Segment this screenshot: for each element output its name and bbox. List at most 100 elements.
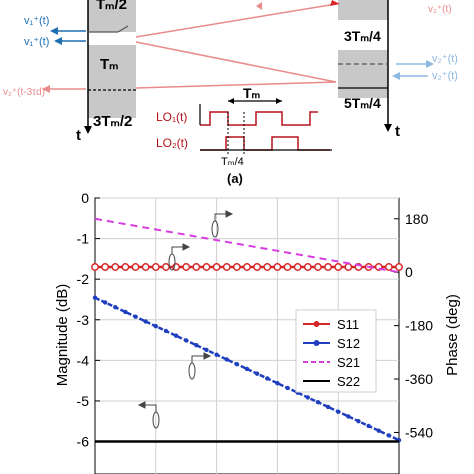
s12-point-22	[305, 395, 310, 400]
s12-point-16	[244, 366, 250, 372]
s12-point-15	[234, 361, 240, 367]
period-arrow-right	[276, 98, 282, 104]
s11-point-31	[395, 263, 403, 271]
s11-point-16	[243, 263, 251, 271]
legend-label-s12: S12	[337, 336, 360, 351]
s11-point-11	[192, 263, 201, 271]
s12-point-19	[275, 380, 280, 386]
label-3tm-half: 3Tₘ/2	[93, 113, 132, 130]
s11-point-30	[384, 263, 393, 271]
s12-point-18	[265, 376, 270, 381]
s11-point-17	[253, 263, 262, 271]
s-parameter-chart: 0 -1 -2 -3 -4 -5 -6 180 0 -180 -360 -540 Magnitude…	[54, 190, 461, 474]
s12-point-6	[143, 319, 148, 324]
s12-point-24	[325, 404, 331, 410]
s12-point-17	[254, 371, 260, 376]
s11-point-10	[182, 263, 191, 271]
s12-point-25	[336, 409, 341, 414]
panel-label: (a)	[227, 171, 243, 186]
timing-diagram: Tₘ/2 Tₘ 3Tₘ/2 t v₁⁺(t) v₁⁺(t) v₂⁺(t-3τd)…	[3, 0, 458, 186]
s11-point-22	[303, 263, 312, 271]
period-arrow-left	[228, 98, 234, 104]
s21-line	[94, 217, 400, 274]
s12-point-14	[224, 357, 229, 362]
s12-point-28	[366, 423, 371, 429]
s12-point-26	[346, 414, 351, 419]
signal-v2-delayed: v₂⁺(t-3τd)	[3, 87, 45, 98]
s11-point-18	[263, 263, 272, 271]
axis-indicator-s12	[188, 352, 212, 380]
s11-point-6	[141, 263, 150, 271]
s11-point-2	[101, 263, 110, 271]
legend-label-s22: S22	[337, 374, 360, 389]
arrow-v2-in-head	[392, 72, 400, 80]
axis-indicator-s11	[168, 243, 191, 271]
label-tm-half: Tₘ/2	[96, 0, 127, 13]
s12-point-7	[153, 324, 158, 329]
right-tick-label-1: 180	[405, 211, 429, 227]
s11-point-25	[334, 263, 343, 271]
period-label: Tₘ	[243, 85, 261, 101]
arrow-v2-out-head	[426, 60, 434, 68]
right-timeline-segment-2	[338, 50, 388, 98]
signal-v2-top: v₂⁺(t)	[428, 4, 452, 15]
lo1-label: LO₁(t)	[156, 110, 187, 124]
arrow-v1-out-head	[50, 27, 58, 35]
s12-point-20	[285, 385, 290, 391]
s12-point-10	[184, 338, 189, 343]
left-axis-label: Magnitude (dB)	[54, 284, 71, 387]
propagation-line-1	[135, 3, 337, 38]
s11-point-5	[131, 263, 140, 271]
legend-marker-s11	[313, 321, 320, 327]
right-timeline-segment-1	[338, 0, 388, 20]
left-tick-label-5: -4	[77, 352, 90, 368]
s12-point-13	[214, 352, 219, 357]
lo2-waveform	[200, 136, 330, 151]
lo2-label: LO₂(t)	[156, 136, 188, 150]
axis-indicator-s22	[137, 401, 160, 429]
left-tick-label-4: -3	[77, 312, 90, 328]
left-tick-label-3: -2	[77, 271, 90, 287]
legend-label-s21: S21	[337, 355, 360, 370]
s11-point-3	[111, 263, 120, 271]
s12-point-1	[92, 295, 98, 300]
right-tick-label-5: -540	[405, 424, 433, 440]
s12-point-23	[315, 399, 321, 405]
s11-point-7	[151, 263, 160, 271]
left-switch-blade	[117, 25, 129, 33]
s12-point-5	[133, 314, 138, 319]
propagation-head-red	[330, 0, 340, 6]
left-tick-label-2: -1	[77, 231, 90, 247]
s11-point-19	[273, 263, 282, 271]
legend-label-s11: S11	[337, 317, 359, 332]
left-tick-label-7: -6	[77, 434, 90, 450]
right-tick-label-2: 0	[405, 264, 413, 280]
s12-point-27	[356, 418, 361, 424]
legend-marker-s12	[313, 340, 320, 346]
s11-point-12	[202, 263, 211, 271]
right-time-label: t	[395, 123, 400, 140]
signal-v1-in: v₁⁺(t)	[24, 36, 49, 48]
label-3tm-quarter: 3Tₘ/4	[344, 28, 381, 44]
left-tick-label-6: -5	[77, 393, 90, 409]
label-tm: Tₘ	[100, 56, 119, 73]
s12-point-30	[386, 433, 392, 438]
offset-label: Tₘ/4	[221, 156, 244, 168]
s12-point-4	[123, 309, 128, 315]
s12-point-8	[163, 328, 169, 334]
right-axis-ticks: 180 0 -180 -360 -540	[394, 211, 433, 440]
s11-point-13	[212, 263, 221, 271]
series-layer	[91, 217, 403, 443]
signal-v2-out: v₂⁺(t)	[432, 53, 458, 65]
propagation-line-2	[135, 41, 337, 83]
lo1-waveform	[200, 111, 318, 126]
right-tick-label-4: -360	[405, 371, 433, 387]
s12-point-11	[194, 343, 199, 348]
label-5tm-quarter: 5Tₘ/4	[344, 95, 381, 111]
arrow-v2-delayed-head	[42, 85, 50, 93]
legend-box	[295, 309, 377, 393]
right-axis-label: Phase (deg)	[444, 294, 461, 376]
s11-point-4	[121, 263, 130, 271]
legend: S11 S12 S21 S22	[295, 309, 377, 393]
